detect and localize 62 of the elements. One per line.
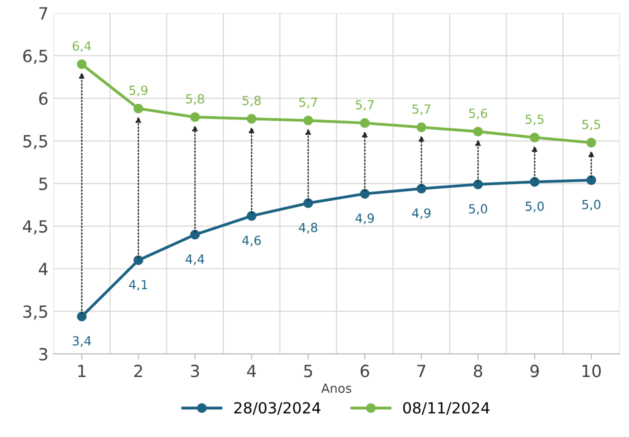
point xyxy=(530,176,540,187)
data-label: 5,5 xyxy=(582,120,600,130)
x-tick-label: 4 xyxy=(247,364,256,378)
y-tick-label: 5,5 xyxy=(23,135,48,150)
point xyxy=(246,114,256,124)
data-label: 6,4 xyxy=(72,41,92,52)
x-tick-label: 2 xyxy=(134,364,142,378)
x-tick-label: 1 xyxy=(78,364,86,378)
point xyxy=(134,104,144,114)
y-tick-label: 6 xyxy=(39,92,48,105)
data-label: 4,9 xyxy=(355,213,374,224)
point xyxy=(416,184,426,194)
data-label: 5,6 xyxy=(469,108,488,120)
x-tick-label: 5 xyxy=(304,364,312,378)
y-tick-label: 4,5 xyxy=(22,220,48,234)
point xyxy=(530,132,540,142)
point xyxy=(76,59,87,70)
data-label: 4,6 xyxy=(242,236,261,246)
point xyxy=(303,198,314,208)
x-tick-label: 8 xyxy=(474,364,482,378)
x-tick-label: 9 xyxy=(530,364,539,378)
y-tick-label: 3,5 xyxy=(23,305,48,320)
x-axis-title: Anos xyxy=(321,384,352,393)
point xyxy=(360,188,370,199)
data-label: 4,4 xyxy=(186,254,204,266)
data-label: 5,8 xyxy=(186,94,204,105)
x-tick-label: 7 xyxy=(417,364,426,378)
point xyxy=(246,211,256,221)
x-tick-label: 6 xyxy=(360,364,370,378)
data-label: 5,0 xyxy=(469,204,488,215)
point xyxy=(76,312,87,322)
point xyxy=(360,118,370,128)
data-label: 5,7 xyxy=(356,100,374,111)
data-label: 5,7 xyxy=(412,104,430,116)
data-label: 4,8 xyxy=(298,222,318,234)
point xyxy=(473,126,483,136)
y-tick-label: 5 xyxy=(39,178,48,190)
x-tick-label: 10 xyxy=(582,364,601,378)
y-tick-label: 3 xyxy=(39,348,48,361)
data-label: 4,1 xyxy=(129,280,148,291)
point xyxy=(190,230,200,240)
point xyxy=(134,255,144,266)
data-label: 5,0 xyxy=(582,200,600,211)
data-label: 5,7 xyxy=(299,98,318,108)
point xyxy=(586,138,596,148)
data-label: 3,4 xyxy=(72,336,92,347)
data-label: 5,9 xyxy=(129,86,148,96)
point xyxy=(586,175,596,185)
legend-label: 28/03/2024 xyxy=(234,402,320,415)
y-tick-label: 6,5 xyxy=(23,50,48,64)
data-label: 5,0 xyxy=(526,202,544,212)
y-tick-label: 7 xyxy=(39,7,48,20)
point xyxy=(303,116,314,126)
point xyxy=(190,112,200,122)
data-label: 5,5 xyxy=(526,114,544,126)
data-label: 5,8 xyxy=(242,96,261,107)
x-tick-label: 3 xyxy=(190,364,199,378)
point xyxy=(473,180,483,190)
y-tick-label: 4 xyxy=(38,262,48,276)
point xyxy=(416,122,426,132)
data-label: 4,9 xyxy=(412,208,430,220)
legend-label: 08/11/2024 xyxy=(403,402,490,415)
